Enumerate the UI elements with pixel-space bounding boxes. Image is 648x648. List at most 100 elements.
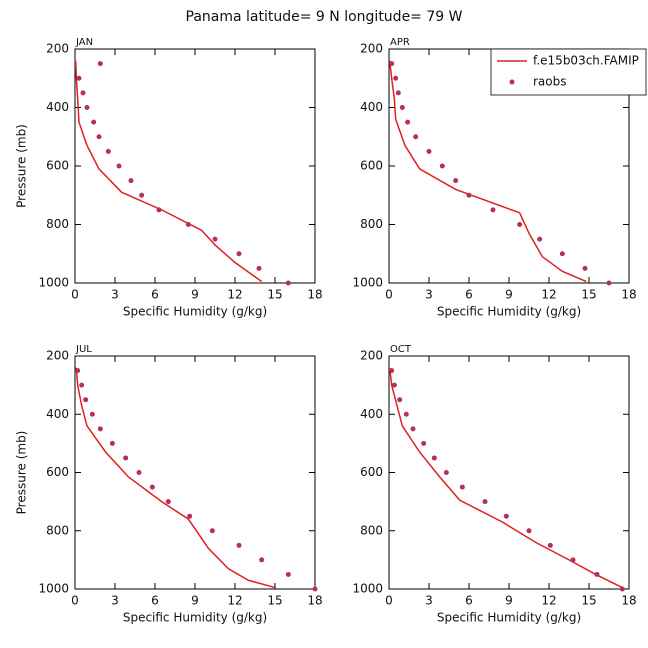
raob-point [426,148,432,154]
y-tick-label: 200 [360,42,383,56]
y-tick-label: 600 [46,465,69,479]
y-tick-label: 800 [46,217,69,231]
raob-point [459,484,465,490]
raob-point [259,557,265,563]
x-tick-label: 18 [307,288,322,302]
x-axis-label: Specific Humidity (g/kg) [123,611,267,625]
x-tick-label: 15 [267,594,282,608]
raob-point [80,90,86,96]
y-tick-label: 400 [360,100,383,114]
raob-point [285,571,291,577]
raob-point [443,470,449,475]
y-tick-label: 800 [46,523,69,537]
legend-label: f.e15b03ch.FAMIP [533,54,639,68]
x-tick-label: 6 [151,594,159,608]
legend-box [490,48,647,96]
raob-point [413,134,419,140]
raob-point [97,61,103,67]
x-tick-label: 18 [621,288,636,302]
x-tick-label: 9 [191,594,199,608]
y-tick-label: 600 [360,465,383,479]
y-axis-label: Pressure (mb) [15,431,29,515]
y-axis-label: Pressure (mb) [15,124,29,208]
x-tick-label: 0 [385,288,393,302]
raob-point [517,222,523,227]
raob-point [212,236,218,242]
panel: JUL 0 3 6 9 12 15 18 200 400 600 800 1000 Specific Hu… [15,344,323,625]
raob-point [156,207,162,213]
raob-point [75,368,81,374]
raob-point [165,499,171,505]
x-tick-label: 3 [111,594,119,608]
raob-point [91,119,97,125]
y-tick-label: 800 [360,217,383,231]
y-tick-label: 200 [46,42,69,56]
raob-point [139,192,145,198]
panel-title: APR [390,37,410,48]
x-tick-label: 6 [151,288,159,302]
raob-point [410,426,416,432]
x-tick-label: 15 [581,288,596,302]
raob-point [109,440,115,446]
raob-point [83,397,89,403]
raob-point [570,557,576,563]
raob-point [123,455,129,461]
x-axis-label: Specific Humidity (g/kg) [437,611,581,625]
raob-point [96,134,102,140]
x-tick-label: 6 [465,594,473,608]
y-tick-label: 800 [360,523,383,537]
y-tick-label: 200 [360,349,383,363]
raob-point [582,265,588,271]
panel-title: JUL [75,344,92,355]
x-axis-label: Specific Humidity (g/kg) [123,305,267,319]
y-tick-label: 600 [46,159,69,173]
raob-point [389,368,395,374]
raob-point [559,251,565,257]
raob-point [209,528,215,534]
panel: OCT 0 3 6 9 12 15 18 200 400 600 800 1000 Specific Hu… [352,344,636,625]
raob-point [397,397,403,403]
raob-point [185,222,191,227]
raob-point [399,105,405,110]
raob-point [503,513,509,519]
raob-point [606,280,612,286]
raob-point [439,163,445,169]
x-tick-label: 12 [227,594,242,608]
x-tick-label: 18 [621,594,636,608]
raob-point [136,470,142,475]
raob-point [236,251,242,257]
raob-point [312,586,318,592]
raob-point [393,75,399,81]
panel-title: JAN [75,37,93,48]
x-tick-label: 6 [465,288,473,302]
raob-point [466,192,472,198]
raob-point [236,542,242,548]
model-line [388,367,623,589]
plot-frame [74,355,316,590]
raob-point [403,411,409,417]
x-tick-label: 3 [425,288,433,302]
raob-point [97,426,103,432]
legend-marker [509,79,515,85]
raob-point [149,484,155,490]
raob-point [389,61,395,67]
x-axis-label: Specific Humidity (g/kg) [437,305,581,319]
x-tick-label: 0 [385,594,393,608]
y-tick-label: 400 [46,100,69,114]
raob-point [84,105,90,110]
y-tick-label: 400 [46,407,69,421]
raob-point [116,163,122,169]
x-tick-label: 15 [581,594,596,608]
raob-point [537,236,543,242]
panel: APR 0 3 6 9 12 15 18 200 400 600 800 1000 Specific Hu… [352,37,647,319]
raob-point [105,148,111,154]
raob-point [76,75,82,81]
y-tick-label: 1000 [38,276,69,290]
y-tick-label: 400 [360,407,383,421]
y-tick-label: 200 [46,349,69,363]
x-tick-label: 0 [71,288,79,302]
panel: JAN 0 3 6 9 12 15 18 200 400 600 800 1000 Specific Hu… [15,37,323,319]
x-tick-label: 15 [267,288,282,302]
raob-point [526,528,532,534]
